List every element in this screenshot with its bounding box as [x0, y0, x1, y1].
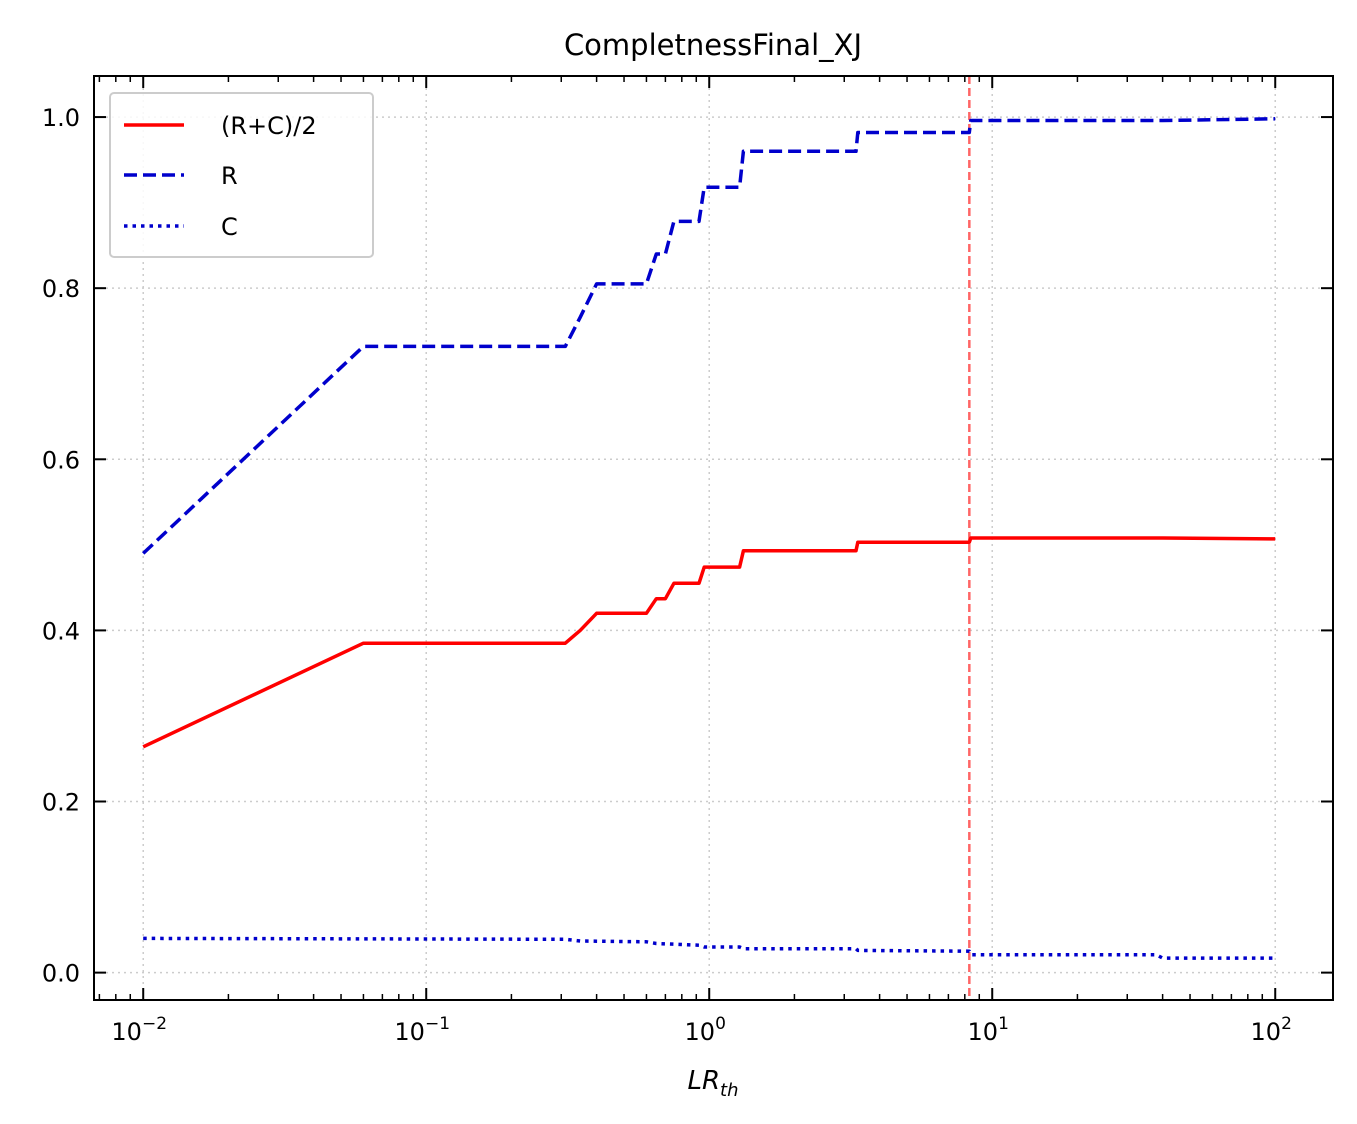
- y-tick-label: 0.6: [42, 446, 80, 474]
- x-axis-label: LRth: [687, 1066, 738, 1101]
- series-line-2: [143, 936, 1276, 960]
- series-line-1: [142, 117, 1276, 555]
- y-tick-label: 0.2: [42, 789, 80, 817]
- x-axis-label-sub: th: [720, 1080, 738, 1101]
- legend-label-r: R: [221, 162, 238, 190]
- y-tick-label: 0.8: [42, 275, 80, 303]
- x-tick-label: 101: [968, 1014, 1009, 1046]
- plot-series: [142, 117, 1276, 960]
- x-tick-labels: 10−2 10−1 100 101 102: [111, 1014, 1292, 1046]
- y-tick-labels: 0.0 0.2 0.4 0.6 0.8 1.0: [42, 104, 80, 988]
- x-axis-label-main: LR: [687, 1066, 720, 1096]
- grid-lines: [94, 76, 1333, 1000]
- x-tick-label: 10−2: [111, 1014, 167, 1046]
- x-tick-label: 100: [685, 1014, 726, 1046]
- legend-label-avg: (R+C)/2: [221, 112, 317, 140]
- legend-label-c: C: [221, 213, 238, 241]
- y-tick-label: 0.0: [42, 960, 80, 988]
- series-line-0: [142, 536, 1276, 749]
- x-tick-label: 10−1: [394, 1014, 450, 1046]
- y-tick-label: 0.4: [42, 617, 80, 645]
- chart-title: CompletnessFinal_XJ: [564, 28, 862, 62]
- x-tick-label: 102: [1251, 1014, 1292, 1046]
- plot-frame: [93, 75, 1334, 1001]
- legend-box: [109, 92, 374, 258]
- y-tick-label: 1.0: [42, 104, 80, 132]
- legend: (R+C)/2 R C: [109, 92, 374, 258]
- axis-ticks: [94, 76, 1333, 1000]
